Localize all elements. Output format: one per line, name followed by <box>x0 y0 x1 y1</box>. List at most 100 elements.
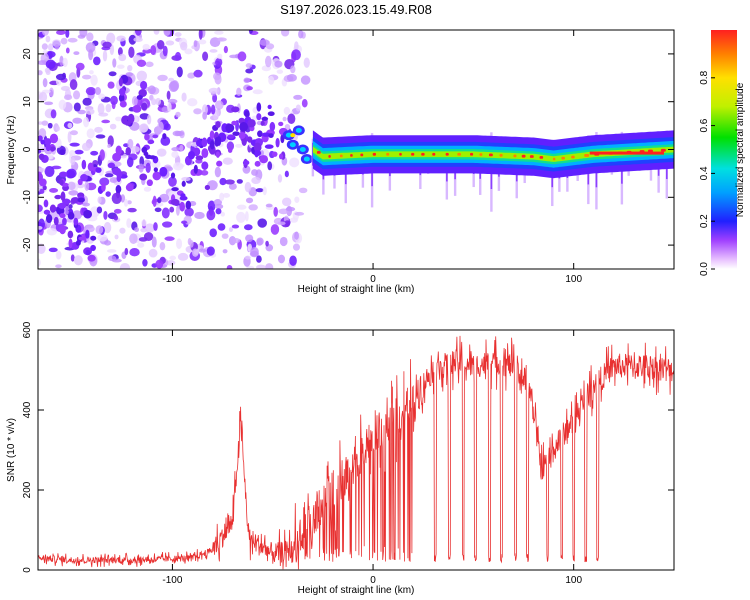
spectrogram-blob <box>38 149 42 154</box>
spectrogram-blob <box>236 87 242 96</box>
spectrogram-blob <box>171 146 181 152</box>
spectrogram-blob <box>168 176 177 187</box>
spectrogram-blob <box>137 242 145 248</box>
spectrogram-blob <box>243 77 251 84</box>
spectrogram-blob <box>245 234 254 243</box>
spectrogram-blob <box>65 30 70 38</box>
spectrogram-blob <box>56 30 66 35</box>
colorbar-tick-label: 0.6 <box>699 118 710 132</box>
spectrogram-blob <box>193 40 198 48</box>
spectrogram-blob <box>262 186 267 196</box>
spectrogram-blob <box>72 90 81 100</box>
spectrogram-blob <box>193 164 198 174</box>
spectrogram-blob <box>73 255 83 266</box>
snr-xtick-label: 100 <box>565 575 582 586</box>
spectrogram-ridge-band <box>312 146 674 162</box>
spectrogram-blob <box>49 204 57 213</box>
spectrogram-blob <box>268 75 275 85</box>
spectrogram-blob <box>244 110 250 118</box>
spectrogram-blob <box>38 178 47 187</box>
spectrogram-blob <box>93 56 101 66</box>
spectrogram-blob <box>256 102 262 112</box>
spectrogram-blob <box>113 208 122 214</box>
spectrogram-blob <box>67 131 72 143</box>
spectrogram-blob <box>167 102 172 112</box>
spectrogram-blob <box>42 49 48 55</box>
spectrogram-blob <box>284 170 289 178</box>
spectrogram-blob <box>101 119 111 124</box>
spectrogram-blob <box>49 133 59 144</box>
spectrogram-blob <box>38 135 43 142</box>
spectrogram-blob <box>217 53 223 60</box>
spectrogram-blob <box>231 224 240 229</box>
spectrogram-blob <box>274 60 283 68</box>
spectrogram-blob <box>59 171 68 178</box>
snr-ylabel: SNR (10 * v/v) <box>6 418 17 482</box>
spectrogram-blob <box>223 45 228 54</box>
spectrogram-blob <box>222 249 228 254</box>
spectrogram-blob <box>116 170 123 178</box>
spectrogram-blob <box>70 156 76 166</box>
spectrogram-blob <box>117 47 123 56</box>
spectrogram-blob <box>244 181 252 193</box>
spectrogram-blob <box>215 121 221 128</box>
spectrogram-blob <box>41 43 48 50</box>
spectrogram-blob <box>172 130 182 137</box>
spectrogram-ridge-peak <box>521 154 526 158</box>
spectrogram-blob <box>69 150 76 157</box>
spectrogram-blob <box>228 183 237 190</box>
spectrogram-blob <box>179 144 184 152</box>
spectrogram-blob <box>176 238 183 250</box>
spectrogram-blob <box>151 98 157 106</box>
spectrogram-blob <box>267 104 272 110</box>
colorbar-label: Normalized spectral amplitude <box>735 82 746 217</box>
spectrogram-blob <box>141 102 148 111</box>
snr-axes: -100 0 100 0 200 400 600 <box>22 321 674 586</box>
spectrogram-blob <box>287 113 296 125</box>
spectrogram-blob <box>171 187 179 192</box>
spectrogram-blob <box>116 35 126 42</box>
spectrogram-ridge-peak <box>328 155 331 158</box>
spectrogram-blob <box>90 244 96 252</box>
spectrogram-blob <box>281 197 292 207</box>
spectrogram-blob <box>195 155 204 161</box>
spectrogram-blob <box>265 55 272 68</box>
spectrogram-blob <box>63 94 73 101</box>
spectrogram-blob <box>112 58 117 68</box>
spectrogram-blob <box>138 163 144 173</box>
spectrogram-blob <box>192 248 199 257</box>
spectrogram-blob <box>215 208 222 215</box>
spectrogram-blob <box>179 201 185 212</box>
spectrogram-blob <box>55 264 62 269</box>
spectrogram-blob <box>106 249 117 253</box>
spectrogram-ridge-peak <box>372 152 377 156</box>
spectrogram-blob <box>181 180 186 187</box>
spectrogram-blob <box>216 160 223 167</box>
spectrogram-blob <box>58 202 67 209</box>
spectrogram-blob <box>85 42 96 53</box>
spectrogram-blob <box>67 122 73 129</box>
spectrogram-blob <box>198 248 207 253</box>
spectrogram-blob <box>118 88 126 96</box>
spectrogram-blob <box>70 254 75 262</box>
spectrogram-streak <box>312 142 314 166</box>
spectrogram-ridge-peak <box>488 153 493 157</box>
spectrogram-blob <box>119 100 127 108</box>
spectrogram-blob <box>152 134 159 139</box>
spectrogram-blob <box>68 238 73 249</box>
spectrogram-blob <box>139 123 149 133</box>
spectrogram-blob <box>49 188 59 193</box>
spectrogram-blob <box>283 106 291 115</box>
colorbar-ticks: 0.0 0.2 0.4 0.6 0.8 <box>699 70 715 276</box>
spectrogram-blob <box>62 57 68 68</box>
spectrogram-blob <box>174 32 182 37</box>
spectrogram-blob <box>75 240 81 246</box>
colorbar-tick-label: 0.0 <box>699 262 710 276</box>
spectrogram-blob <box>134 30 142 36</box>
spectrogram-blob <box>166 90 171 100</box>
spectrogram-blob <box>228 236 237 246</box>
spectrogram-blob <box>65 47 70 54</box>
spectrogram-blob <box>224 179 235 185</box>
spectrogram-blob <box>289 217 298 223</box>
spectrogram-blob <box>124 121 131 126</box>
